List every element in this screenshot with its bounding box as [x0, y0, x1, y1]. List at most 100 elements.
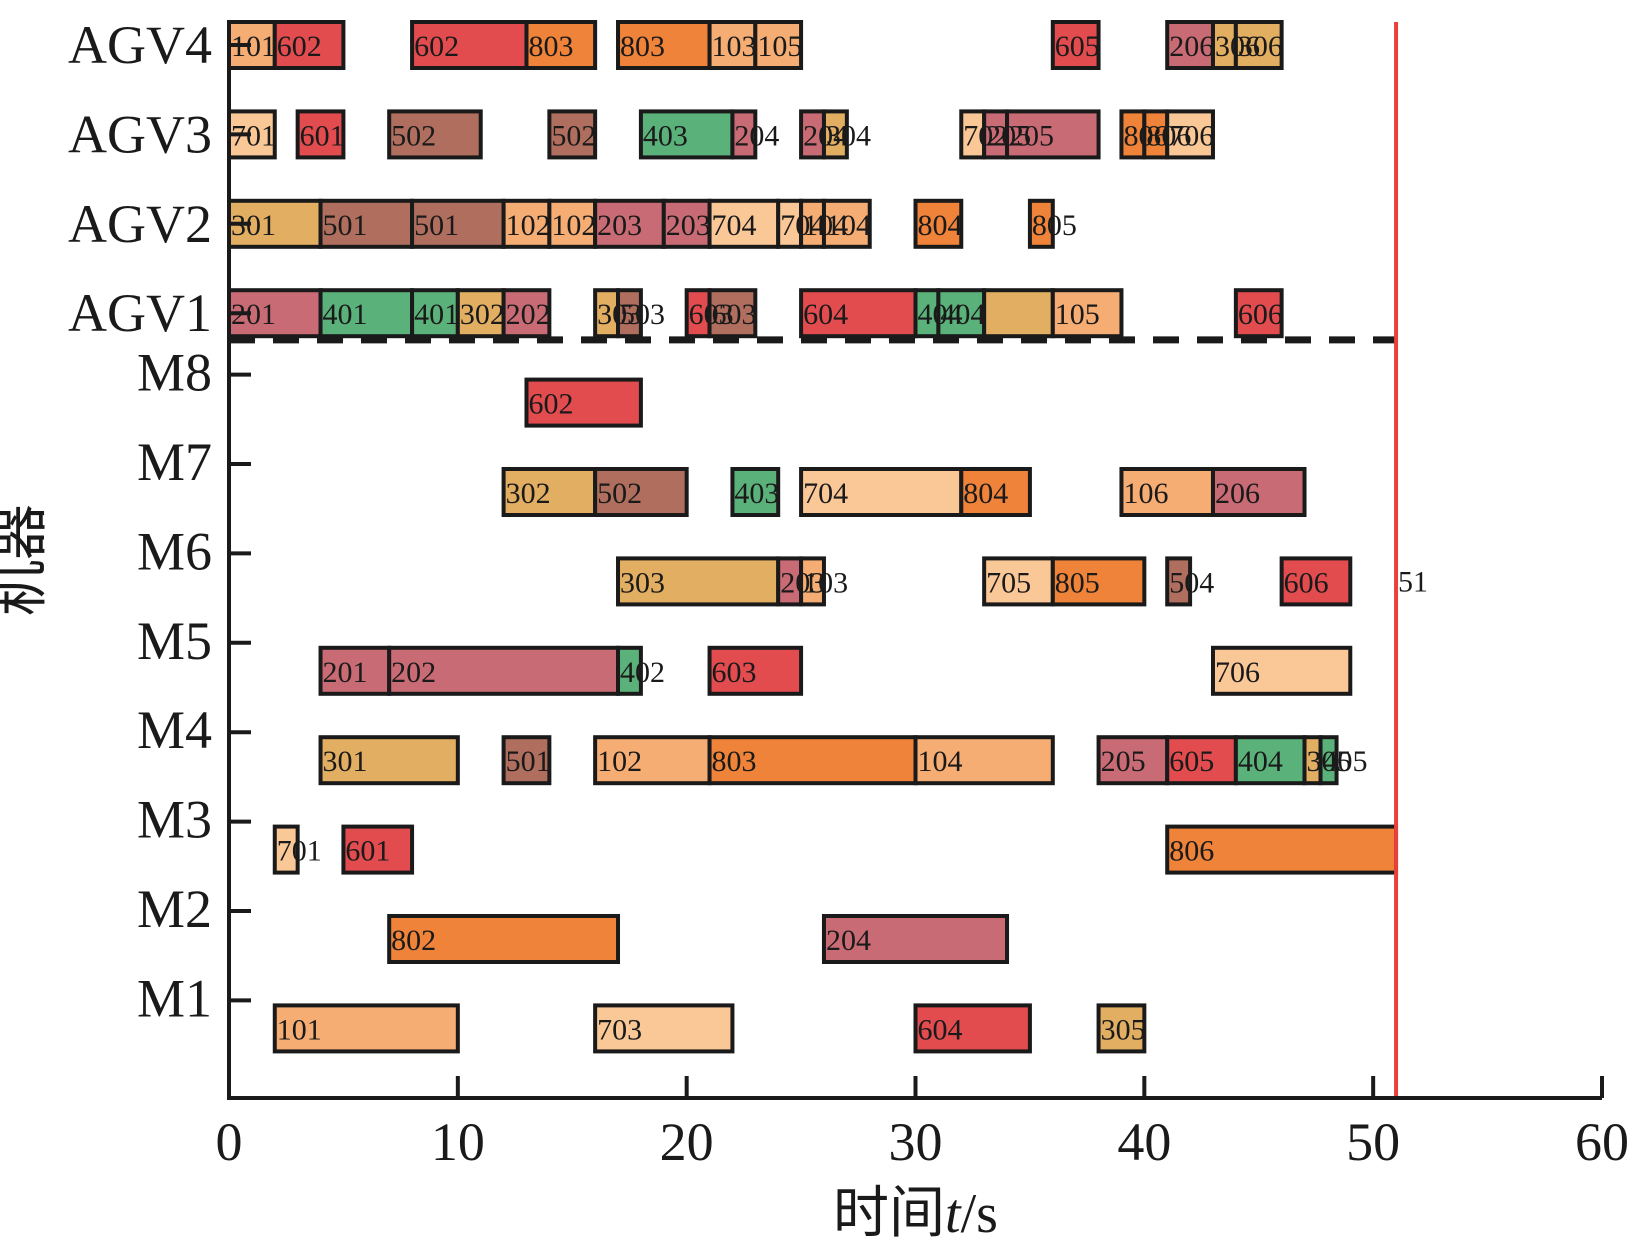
task-bar-agv1-41: [455, 288, 506, 339]
task-bar-agv3-14: [547, 109, 598, 160]
task-label-agv1-43: 303: [597, 298, 642, 331]
task-label-agv3-19: 702: [963, 119, 1008, 152]
task-bar-agv2-26: [318, 198, 415, 249]
task-bar-m1-91: [1096, 1003, 1147, 1054]
task-label-m4-75: 102: [597, 745, 642, 778]
task-bar-agv2-36: [913, 198, 964, 249]
makespan-label: 51: [1398, 565, 1428, 598]
task-label-agv2-34: 104: [803, 209, 848, 242]
task-label-agv1-46: 603: [712, 298, 757, 331]
task-label-m5-69: 202: [391, 656, 436, 689]
y-tick-label-m8: M8: [137, 343, 212, 403]
x-tick-label-20: 20: [660, 1112, 714, 1172]
task-label-m7-56: 403: [734, 477, 779, 510]
task-label-agv1-49: 404: [940, 298, 985, 331]
task-label-agv3-14: 502: [551, 119, 596, 152]
task-label-m2-86: 802: [391, 924, 436, 957]
task-label-m4-79: 605: [1169, 745, 1214, 778]
task-label-m6-64: 705: [986, 566, 1031, 599]
y-tick-label-agv1: AGV1: [68, 283, 212, 343]
task-label-agv1-39: 401: [323, 298, 368, 331]
task-label-agv3-21: 205: [1009, 119, 1054, 152]
task-bar-m5-72: [1210, 645, 1353, 696]
task-bar-agv4-3: [524, 20, 598, 70]
task-bar-m7-58: [959, 467, 1032, 517]
task-bar-m2-86: [387, 914, 621, 964]
y-tick-label-m7: M7: [137, 432, 212, 492]
task-label-m6-63: 103: [803, 566, 848, 599]
task-label-m1-89: 703: [597, 1013, 642, 1046]
task-label-m7-58: 804: [963, 477, 1008, 510]
task-bar-agv4-10: [1233, 20, 1284, 70]
task-bar-agv1-39: [318, 288, 415, 339]
task-bar-m4-74: [501, 735, 552, 786]
task-bars: [227, 20, 1399, 1054]
task-label-m2-87: 204: [826, 924, 871, 957]
task-label-agv1-45: 603: [689, 298, 734, 331]
task-bar-agv1-51: [1050, 288, 1124, 339]
x-tick-label-50: 50: [1346, 1112, 1400, 1172]
task-bar-agv2-27: [410, 198, 506, 249]
y-tick-label-m3: M3: [137, 790, 212, 850]
task-label-m6-67: 606: [1284, 566, 1329, 599]
y-tick-label-agv4: AGV4: [68, 15, 212, 75]
task-label-agv2-32: 704: [712, 209, 757, 242]
task-bar-agv1-42: [501, 288, 552, 339]
task-label-agv4-9: 306: [1215, 30, 1260, 63]
task-label-m1-91: 305: [1101, 1013, 1146, 1046]
task-bar-m5-69: [387, 645, 621, 696]
task-label-agv1-42: 202: [506, 298, 551, 331]
task-label-agv2-29: 102: [551, 209, 596, 242]
task-label-agv4-1: 602: [277, 30, 322, 63]
task-bar-m8-53: [524, 377, 643, 428]
task-bar-m3-83: [272, 824, 300, 875]
task-label-agv1-52: 606: [1238, 298, 1283, 331]
task-bar-m5-70: [616, 645, 643, 696]
task-bar-agv2-35: [821, 198, 872, 249]
x-tick-label-30: 30: [889, 1112, 943, 1172]
task-bar-m5-71: [707, 645, 804, 696]
task-label-m5-72: 706: [1215, 656, 1260, 689]
task-bar-m7-55: [593, 467, 689, 517]
task-label-m5-70: 402: [620, 656, 665, 689]
task-label-agv2-37: 805: [1032, 209, 1077, 242]
task-label-agv4-7: 605: [1055, 30, 1100, 63]
task-label-agv2-31: 203: [666, 209, 711, 242]
task-label-agv4-5: 103: [712, 30, 757, 63]
task-label-agv1-48: 404: [918, 298, 963, 331]
task-label-agv2-30: 203: [597, 209, 642, 242]
x-tick-label-60: 60: [1575, 1112, 1629, 1172]
y-tick-label-m5: M5: [137, 611, 212, 671]
task-bar-agv3-16: [730, 109, 758, 160]
task-label-agv2-36: 804: [918, 209, 963, 242]
y-tick-label-agv3: AGV3: [68, 104, 212, 164]
task-bar-agv4-8: [1165, 20, 1215, 70]
task-label-agv1-47: 604: [803, 298, 848, 331]
task-bar-m4-82: [1318, 735, 1339, 786]
task-label-agv1-41: 302: [460, 298, 505, 331]
task-bar-m7-60: [1210, 467, 1307, 517]
task-label-m7-60: 206: [1215, 477, 1260, 510]
task-label-agv3-23: 806: [1146, 119, 1191, 152]
task-bar-agv3-21: [1005, 109, 1101, 160]
x-axis-label-unit: /s: [961, 1183, 998, 1245]
task-label-agv2-33: 704: [780, 209, 825, 242]
task-label-agv3-20: 205: [986, 119, 1031, 152]
task-label-agv4-3: 803: [528, 30, 573, 63]
x-axis-label-text: 时间: [833, 1183, 945, 1245]
task-bar-m6-65: [1050, 556, 1147, 607]
y-tick-label-m1: M1: [137, 968, 212, 1028]
x-axis-label-variable: t: [945, 1183, 962, 1245]
task-bar-agv3-12: [295, 109, 346, 160]
x-tick-label-40: 40: [1117, 1112, 1171, 1172]
task-bar-m1-88: [272, 1003, 460, 1054]
task-label-agv3-18: 304: [826, 119, 871, 152]
task-bar-agv4-2: [410, 20, 529, 70]
task-label-agv4-6: 105: [757, 30, 802, 63]
task-bar-agv3-18: [821, 109, 849, 160]
x-axis-label: 时间t/s: [833, 1183, 998, 1245]
task-label-agv3-24: 706: [1169, 119, 1214, 152]
task-label-m4-80: 404: [1238, 745, 1283, 778]
